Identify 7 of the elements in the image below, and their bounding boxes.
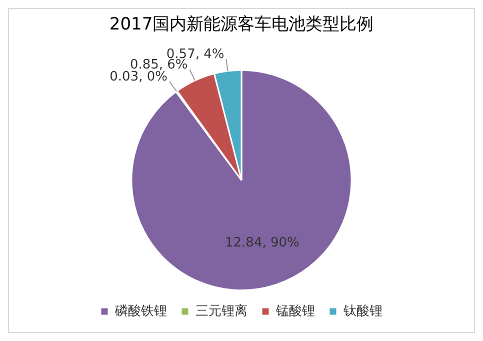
chart-title: 2017国内新能源客车电池类型比例 <box>109 14 374 35</box>
data-label: 0.03, 0% <box>110 70 168 85</box>
data-label: 12.84, 90% <box>225 235 300 250</box>
legend-label: 钛酸锂 <box>342 304 382 319</box>
legend-label: 锰酸锂 <box>275 304 315 319</box>
legend-label: 磷酸铁锂 <box>114 304 167 319</box>
legend-label: 三元锂离 <box>196 302 248 319</box>
